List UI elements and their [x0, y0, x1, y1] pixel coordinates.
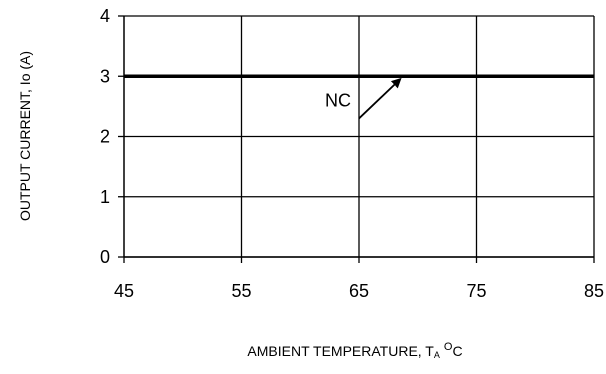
x-tick-label-85: 85: [584, 281, 604, 301]
y-axis-title: OUTPUT CURRENT, Io (A): [17, 51, 33, 221]
x-tick-label-65: 65: [349, 281, 369, 301]
x-axis-title-main: AMBIENT TEMPERATURE, T: [247, 343, 434, 359]
annotation-label-0: NC: [325, 90, 351, 110]
axes: [118, 15, 595, 263]
y-tick-label-4: 4: [100, 6, 110, 26]
x-axis-title-superscript: O: [444, 341, 453, 353]
annotations: NC: [325, 77, 402, 120]
y-tick-label-1: 1: [100, 187, 110, 207]
y-tick-label-0: 0: [100, 247, 110, 267]
y-tick-label-3: 3: [100, 66, 110, 86]
x-tick-label-75: 75: [466, 281, 486, 301]
x-tick-label-45: 45: [114, 281, 134, 301]
grid: [124, 15, 595, 258]
x-axis-title-subscript: A: [434, 350, 440, 360]
x-tick-label-55: 55: [231, 281, 251, 301]
x-axis-title: AMBIENT TEMPERATURE, TAOC: [247, 341, 462, 360]
x-axis-title-unit: C: [452, 343, 462, 359]
annotation-arrow-0: [358, 77, 402, 120]
tick-labels: 0 1 2 3 4 45 55 65 75 85: [100, 6, 604, 301]
y-tick-label-2: 2: [100, 127, 110, 147]
